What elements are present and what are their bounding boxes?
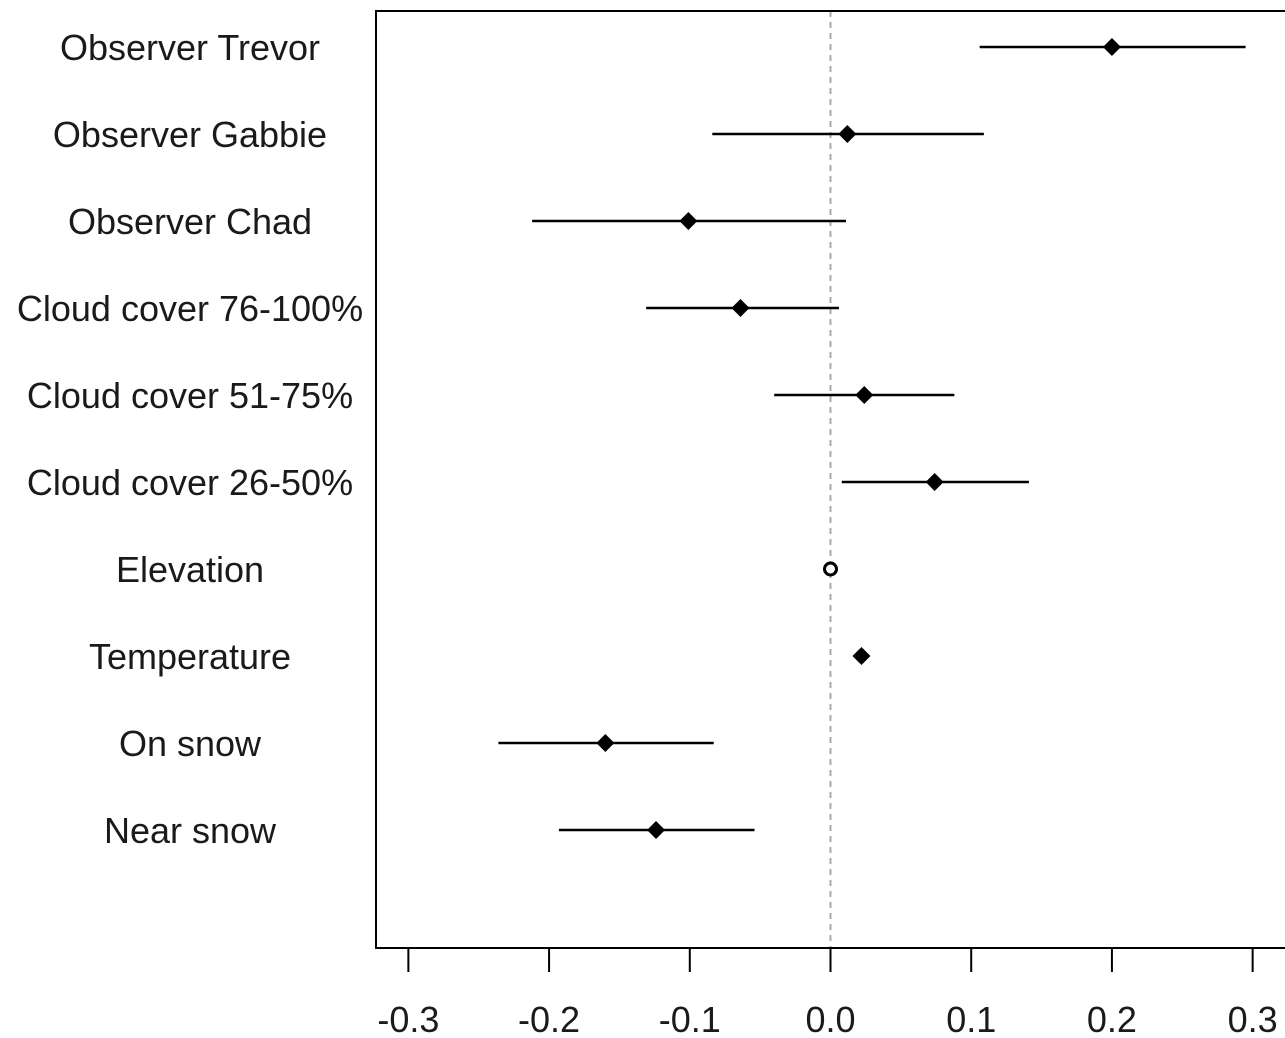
x-tick-label: -0.3 bbox=[377, 999, 439, 1038]
category-label: Observer Gabbie bbox=[53, 114, 327, 155]
estimate-point bbox=[731, 299, 750, 317]
estimate-point-open bbox=[823, 561, 838, 577]
estimate-point bbox=[647, 821, 666, 839]
estimate-point bbox=[925, 473, 944, 491]
category-label: Cloud cover 76-100% bbox=[17, 288, 363, 329]
category-label: Near snow bbox=[104, 810, 277, 851]
category-label: Cloud cover 26-50% bbox=[27, 462, 353, 503]
x-tick-label: -0.1 bbox=[659, 999, 721, 1038]
estimate-point bbox=[852, 647, 871, 665]
x-tick-label: 0.0 bbox=[805, 999, 855, 1038]
estimate-point bbox=[679, 212, 698, 230]
plot-frame bbox=[375, 10, 1285, 949]
category-label: On snow bbox=[119, 723, 262, 764]
estimate-point bbox=[855, 386, 874, 404]
x-tick-label: 0.1 bbox=[946, 999, 996, 1038]
x-tick-label: 0.3 bbox=[1228, 999, 1278, 1038]
estimate-point bbox=[1102, 38, 1121, 56]
category-labels: Observer Trevor Observer Gabbie Observer C… bbox=[17, 27, 363, 851]
x-tick-label: -0.2 bbox=[518, 999, 580, 1038]
category-label: Elevation bbox=[116, 549, 264, 590]
category-label: Temperature bbox=[89, 636, 291, 677]
estimate-marks bbox=[498, 38, 1246, 839]
x-axis: -0.3 -0.2 -0.1 0.0 0.1 0.2 0.3 bbox=[377, 948, 1278, 1038]
plot-frame-layer bbox=[375, 10, 1285, 949]
estimate-point bbox=[596, 734, 615, 752]
estimate-point bbox=[838, 125, 857, 143]
category-label: Observer Chad bbox=[68, 201, 312, 242]
category-label: Observer Trevor bbox=[60, 27, 320, 68]
x-tick-label: 0.2 bbox=[1087, 999, 1137, 1038]
category-label: Cloud cover 51-75% bbox=[27, 375, 353, 416]
